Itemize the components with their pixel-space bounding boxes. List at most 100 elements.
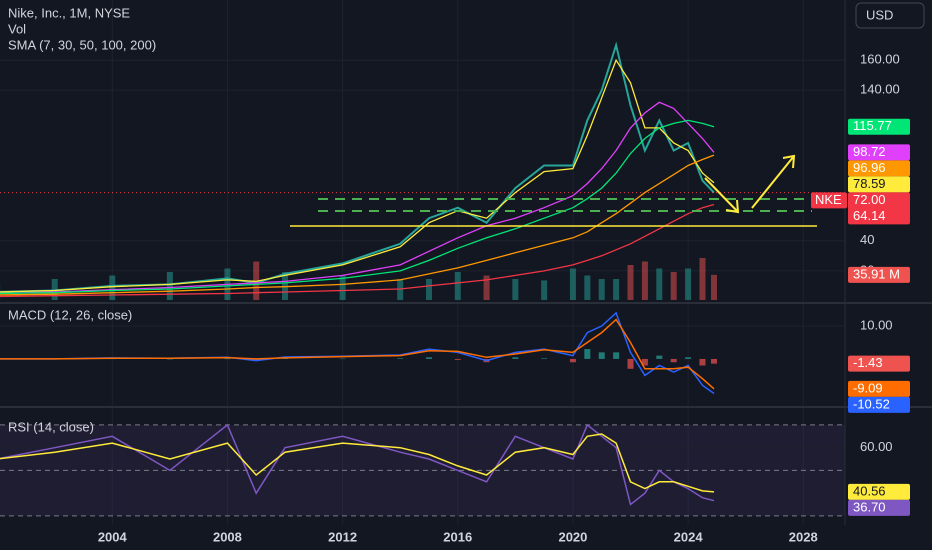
rsi-title: RSI (14, close) xyxy=(8,419,94,434)
price-tag-label: 96.96 xyxy=(853,160,886,175)
volume-bar xyxy=(685,268,692,300)
macd-histogram-bar xyxy=(641,358,648,366)
symbol-label: NKE xyxy=(815,192,842,207)
volume-bar xyxy=(541,280,548,300)
price-tag-label: 72.00 xyxy=(853,192,886,207)
macd-histogram-bar xyxy=(685,357,692,359)
macd-histogram-bar xyxy=(699,358,706,366)
volume-bar xyxy=(512,279,519,300)
volume-bar xyxy=(454,272,461,300)
x-tick-label: 2020 xyxy=(558,529,587,544)
drawings xyxy=(290,154,817,227)
volume-bar xyxy=(598,279,605,300)
indicator-title: SMA (7, 30, 50, 100, 200) xyxy=(8,37,156,52)
price-tag-label: 98.72 xyxy=(853,144,886,159)
arrow-up xyxy=(751,154,796,209)
macd-title: MACD (12, 26, close) xyxy=(8,307,132,322)
price-tag-label: 64.14 xyxy=(853,208,886,223)
sma-line xyxy=(0,154,715,296)
price-tag xyxy=(848,380,910,397)
chart-title: Nike, Inc., 1M, NYSE xyxy=(8,5,130,20)
symbol-tag xyxy=(811,192,847,209)
volume-bar xyxy=(483,275,490,300)
volume-bar xyxy=(109,275,116,300)
macd-histogram-bar xyxy=(253,358,260,361)
y-tick-label: 160.00 xyxy=(860,52,900,67)
x-tick-label: 2028 xyxy=(789,529,818,544)
price-tag xyxy=(848,176,910,193)
x-tick-label: 2016 xyxy=(443,529,472,544)
macd-histogram-bar xyxy=(512,357,519,359)
volume-bar xyxy=(641,261,648,300)
price-tag xyxy=(848,499,910,516)
macd-histogram-bar xyxy=(397,358,404,359)
price-tag xyxy=(848,160,910,177)
macd-histogram-bar xyxy=(627,358,634,369)
price-tag xyxy=(848,208,910,225)
price-tag-label: -9.09 xyxy=(853,380,883,395)
macd-histogram-bar xyxy=(224,358,231,360)
volume-bar xyxy=(282,272,289,300)
x-tick-label: 2004 xyxy=(98,529,128,544)
volume-bar xyxy=(613,279,620,300)
x-tick-label: 2012 xyxy=(328,529,357,544)
macd-histogram-bar xyxy=(569,358,576,363)
volume-bar xyxy=(670,272,677,300)
price-tag xyxy=(848,118,910,135)
marks xyxy=(0,41,718,506)
price-tag-label: -1.43 xyxy=(853,355,883,370)
macd-line xyxy=(0,318,715,390)
y-tick-label: 60.00 xyxy=(860,439,893,454)
volume-bar xyxy=(425,279,432,300)
y-tick-label: 140.00 xyxy=(860,82,900,97)
volume-bar xyxy=(569,268,576,300)
rsi-line xyxy=(0,423,715,506)
macd-histogram-bar xyxy=(166,358,173,360)
macd-histogram-bar xyxy=(670,358,677,363)
sma-line xyxy=(0,203,715,298)
macd-histogram-bar xyxy=(598,352,605,359)
price-tag xyxy=(848,355,910,372)
arrow-down xyxy=(704,177,740,214)
volume-bar xyxy=(711,274,718,300)
price-tag xyxy=(848,144,910,161)
rsi-line xyxy=(0,433,715,493)
price-tag-label: 115.77 xyxy=(853,118,892,133)
price-line xyxy=(0,41,715,293)
sma-line xyxy=(0,101,715,295)
macd-histogram-bar xyxy=(454,358,461,360)
price-tag-label: 36.70 xyxy=(853,499,886,514)
price-tag xyxy=(848,396,910,413)
volume-bar xyxy=(166,272,173,300)
volume-bar xyxy=(627,265,634,300)
y-tick-label: 40 xyxy=(860,232,874,247)
price-tag-label: 35.91 M xyxy=(853,266,900,281)
macd-histogram-bar xyxy=(425,357,432,359)
price-tag-label: 40.56 xyxy=(853,483,886,498)
y-tick-label: 10.00 xyxy=(860,317,893,332)
volume-bar xyxy=(339,275,346,300)
x-tick-label: 2024 xyxy=(674,529,704,544)
price-tag-label: 78.59 xyxy=(853,176,886,191)
macd-histogram-bar xyxy=(711,358,718,364)
volume-bar xyxy=(656,268,663,300)
currency-label[interactable]: USD xyxy=(866,7,893,22)
volume-bar xyxy=(699,258,706,300)
macd-histogram-bar xyxy=(584,349,591,359)
macd-histogram-bar xyxy=(613,352,620,359)
macd-histogram-bar xyxy=(541,358,548,359)
price-tag xyxy=(848,266,910,283)
macd-histogram-bar xyxy=(339,358,346,360)
volume-title: Vol xyxy=(8,21,26,36)
macd-histogram-bar xyxy=(656,355,663,359)
sma-line xyxy=(0,119,715,295)
x-tick-label: 2008 xyxy=(213,529,242,544)
currency-button[interactable] xyxy=(855,2,925,29)
volume-bar xyxy=(584,275,591,300)
price-tag-label: -10.52 xyxy=(853,396,890,411)
price-tag xyxy=(848,483,910,500)
